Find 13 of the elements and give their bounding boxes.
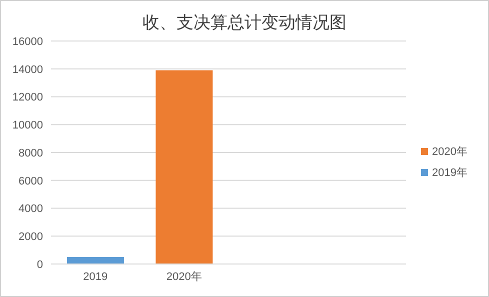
x-tick-label: 2019 [83,270,108,283]
y-tick-label: 12000 [12,92,43,104]
y-tick-label: 6000 [18,175,43,188]
y-tick-label: 4000 [18,203,43,216]
y-tick-label: 2000 [18,231,43,244]
chart-title: 收、支决算总计变动情况图 [142,12,348,34]
y-tick-label: 16000 [12,36,43,48]
y-tick-label: 10000 [12,120,43,132]
y-tick-label: 8000 [18,147,43,160]
y-tick-label: 0 [36,258,43,271]
legend-label: 2019年 [432,166,468,180]
y-tick-label: 14000 [12,64,43,76]
legend-label: 2020年 [432,145,468,159]
